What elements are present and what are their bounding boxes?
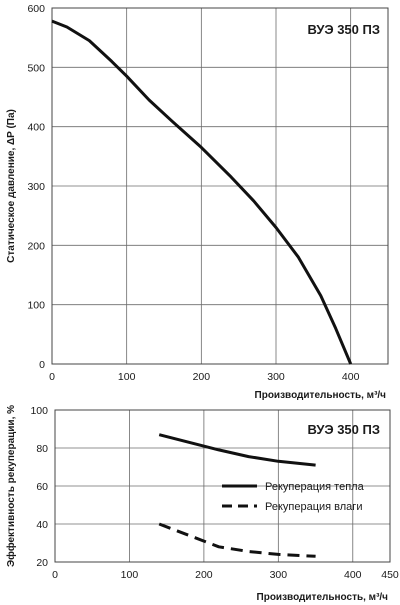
y-tick-label: 600 [27,3,45,15]
y-axis-title: Статическое давление, ΔP (Па) [6,109,17,263]
plot-frame [51,7,389,365]
series-line-moisture [158,522,316,558]
y-tick-label: 100 [30,405,48,417]
y-tick-label: 20 [36,557,48,569]
y-tick-label: 100 [27,300,45,312]
y-tick-label: 300 [27,181,45,193]
x-tick-label: 300 [267,371,285,383]
x-tick-label: 200 [193,371,211,383]
plot-frame [54,409,391,563]
series-line-heat [158,433,316,467]
y-tick-label: 500 [27,62,45,74]
pressure-chart: 0 100 200 300 400 0 100 200 300 400 500 600 Производ… [6,3,389,401]
chart-title: ВУЭ 350 ПЗ [308,22,380,37]
series-line [51,19,353,365]
y-tick-label: 40 [36,519,48,531]
y-tick-label: 200 [27,240,45,252]
x-axis-title: Производительность, м³/ч [255,390,387,401]
x-tick-label: 200 [195,569,213,581]
x-tick-label: 100 [121,569,139,581]
legend-label: Рекуперация тепла [265,481,365,493]
x-tick-label: 300 [270,569,288,581]
y-tick-label: 0 [39,359,45,371]
x-axis-title: Производительность, м³/ч [257,592,389,603]
y-tick-label: 80 [36,443,48,455]
chart-title: ВУЭ 350 ПЗ [308,422,380,437]
y-axis-title: Эффективность рекуперации, % [5,405,17,567]
x-tick-label: 450 [381,569,399,581]
efficiency-chart: 0 100 200 300 400 450 20 40 60 80 100 Производитель… [5,405,399,603]
y-tick-label: 400 [27,122,45,134]
x-tick-label: 0 [52,569,58,581]
x-tick-label: 400 [344,569,362,581]
legend-label: Рекуперация влаги [265,501,362,513]
x-tick-label: 400 [342,371,360,383]
x-tick-label: 0 [49,371,55,383]
x-tick-label: 100 [118,371,136,383]
y-tick-label: 60 [36,481,48,493]
